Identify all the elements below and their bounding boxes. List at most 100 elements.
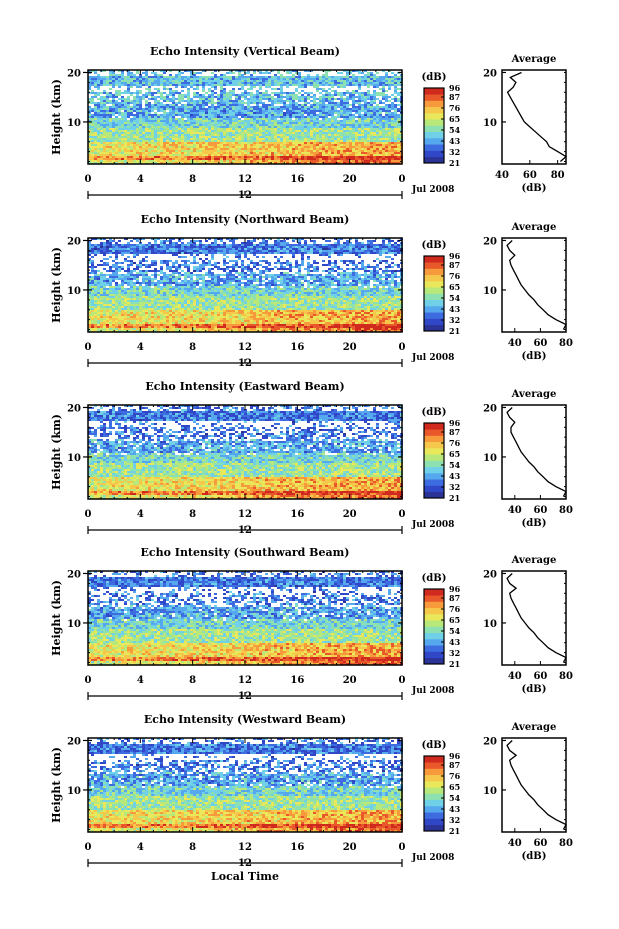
heatmap-cell xyxy=(226,156,229,158)
heatmap-cell xyxy=(151,92,154,94)
colorbar-unit: (dB) xyxy=(422,72,447,83)
heatmap-cell xyxy=(130,150,133,152)
heatmap-cell xyxy=(265,248,268,250)
heatmap-cell xyxy=(373,134,376,136)
heatmap-cell xyxy=(247,144,250,146)
heatmap-cell xyxy=(136,158,139,160)
heatmap-cell xyxy=(235,156,238,158)
heatmap-cell xyxy=(115,80,118,82)
heatmap-cell xyxy=(184,80,187,82)
heatmap-cell xyxy=(229,240,232,242)
heatmap-cell xyxy=(358,98,361,100)
heatmap-cell xyxy=(193,140,196,142)
heatmap-cell xyxy=(241,146,244,148)
heatmap-cell xyxy=(187,136,190,138)
heatmap-cell xyxy=(163,112,166,114)
heatmap-cell xyxy=(109,134,112,136)
heatmap-cell xyxy=(220,130,223,132)
heatmap-cell xyxy=(238,120,241,122)
heatmap-cell xyxy=(118,156,121,158)
heatmap-cell xyxy=(232,112,235,114)
heatmap-cell xyxy=(214,76,217,78)
heatmap-cell xyxy=(319,144,322,146)
heatmap-cell xyxy=(295,150,298,152)
heatmap-cell xyxy=(226,78,229,80)
heatmap-cell xyxy=(124,246,127,248)
heatmap-cell xyxy=(88,156,91,158)
heatmap-cell xyxy=(163,76,166,78)
heatmap-cell xyxy=(208,116,211,118)
heatmap-cell xyxy=(292,156,295,158)
heatmap-cell xyxy=(139,134,142,136)
heatmap-cell xyxy=(232,244,235,246)
heatmap-cell xyxy=(361,142,364,144)
heatmap-cell xyxy=(283,118,286,120)
heatmap-cell xyxy=(109,138,112,140)
heatmap-cell xyxy=(262,114,265,116)
heatmap-cell xyxy=(187,92,190,94)
heatmap-cell xyxy=(364,118,367,120)
heatmap-cell xyxy=(151,140,154,142)
heatmap-cell xyxy=(334,76,337,78)
heatmap-cell xyxy=(157,108,160,110)
heatmap-cell xyxy=(136,130,139,132)
heatmap-cell xyxy=(178,136,181,138)
heatmap-cell xyxy=(136,134,139,136)
heatmap-cell xyxy=(121,82,124,84)
heatmap-cell xyxy=(304,112,307,114)
heatmap-cell xyxy=(292,80,295,82)
heatmap-cell xyxy=(208,122,211,124)
heatmap-cell xyxy=(178,120,181,122)
heatmap-cell xyxy=(241,140,244,142)
heatmap-cell xyxy=(211,96,214,98)
heatmap-cell xyxy=(136,146,139,148)
heatmap-cell xyxy=(301,96,304,98)
heatmap-cell xyxy=(340,132,343,134)
heatmap-cell xyxy=(376,146,379,148)
heatmap-cell xyxy=(268,114,271,116)
heatmap-cell xyxy=(328,92,331,94)
heatmap-cell xyxy=(229,144,232,146)
heatmap-cell xyxy=(169,110,172,112)
heatmap-cell xyxy=(172,242,175,244)
heatmap-cell xyxy=(235,120,238,122)
heatmap-cell xyxy=(376,94,379,96)
heatmap-cell xyxy=(223,94,226,96)
heatmap-cell xyxy=(316,80,319,82)
heatmap-cell xyxy=(352,244,355,246)
heatmap-cell xyxy=(124,76,127,78)
heatmap-cell xyxy=(388,132,391,134)
heatmap-cell xyxy=(358,96,361,98)
heatmap-cell xyxy=(307,102,310,104)
heatmap-cell xyxy=(169,138,172,140)
heatmap-cell xyxy=(208,136,211,138)
heatmap-cell xyxy=(88,126,91,128)
heatmap-cell xyxy=(319,156,322,158)
heatmap-cell xyxy=(211,150,214,152)
heatmap-cell xyxy=(316,146,319,148)
heatmap-cell xyxy=(262,80,265,82)
heatmap-cell xyxy=(355,110,358,112)
heatmap-cell xyxy=(373,92,376,94)
heatmap-cell xyxy=(91,160,94,162)
heatmap-cell xyxy=(364,112,367,114)
heatmap-cell xyxy=(316,82,319,84)
heatmap-cell xyxy=(325,116,328,118)
heatmap-cell xyxy=(163,114,166,116)
heatmap-cell xyxy=(304,124,307,126)
heatmap-cell xyxy=(106,102,109,104)
heatmap-cell xyxy=(349,128,352,130)
heatmap-cell xyxy=(112,132,115,134)
heatmap-cell xyxy=(259,82,262,84)
heatmap-cell xyxy=(184,116,187,118)
heatmap-cell xyxy=(346,112,349,114)
heatmap-cell xyxy=(100,150,103,152)
heatmap-cell xyxy=(229,136,232,138)
heatmap-cell xyxy=(232,152,235,154)
heatmap-cell xyxy=(319,100,322,102)
heatmap-cell xyxy=(295,158,298,160)
heatmap-cell xyxy=(190,82,193,84)
colorbar-tick-label: 65 xyxy=(449,114,460,124)
heatmap-cell xyxy=(163,116,166,118)
heatmap-cell xyxy=(202,108,205,110)
